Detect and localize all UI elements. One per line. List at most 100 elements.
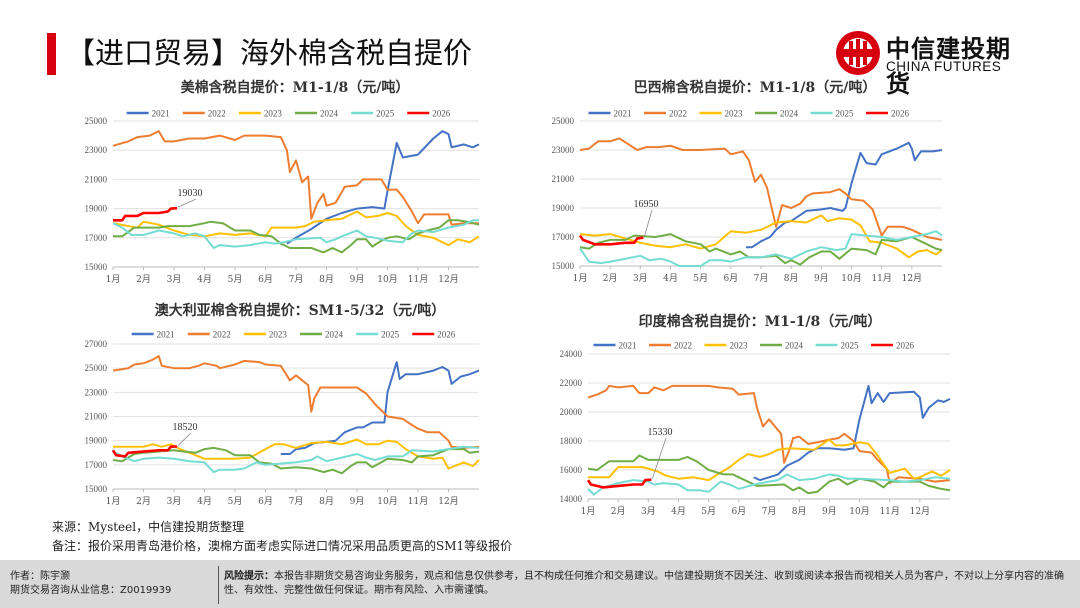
chart-1: 巴西棉含税自提价：M1-1/8（元/吨） 2021 2022 2023 2024 2025… bbox=[552, 79, 943, 284]
logo-text-en: CHINA FUTURES bbox=[886, 59, 1002, 74]
legend-label-2023: 2023 bbox=[729, 341, 748, 351]
license-number: 期货交易咨询从业信息：Z0019939 bbox=[10, 585, 172, 596]
citic-emblem-icon bbox=[836, 31, 880, 75]
annotation-label: 18520 bbox=[173, 422, 198, 433]
x-tick-label: 7月 bbox=[762, 506, 777, 517]
series-line-2023 bbox=[113, 438, 480, 470]
x-tick-label: 6月 bbox=[258, 274, 273, 285]
x-tick-label: 1月 bbox=[573, 273, 588, 284]
y-tick-label: 19000 bbox=[552, 203, 575, 213]
legend-label-2025: 2025 bbox=[381, 330, 400, 340]
annotation-label: 15330 bbox=[648, 427, 673, 438]
chart-0: 美棉含税自提价：M1-1/8（元/吨） 2021 2022 2023 2024 2025 2… bbox=[85, 79, 480, 285]
legend-label-2022: 2022 bbox=[674, 341, 692, 351]
legend-label-2024: 2024 bbox=[325, 330, 344, 340]
legend-label-2023: 2023 bbox=[724, 109, 743, 119]
series-line-2025 bbox=[579, 230, 943, 267]
series-line-2022 bbox=[587, 384, 951, 485]
legend-label-2026: 2026 bbox=[432, 109, 451, 119]
annotation-label: 16950 bbox=[634, 199, 659, 210]
y-tick-label: 25000 bbox=[85, 363, 108, 373]
x-tick-label: 9月 bbox=[822, 506, 837, 517]
charts-canvas: 美棉含税自提价：M1-1/8（元/吨） 2021 2022 2023 2024 2025 2… bbox=[85, 79, 951, 517]
x-tick-label: 11月 bbox=[408, 496, 428, 507]
legend-label-2026: 2026 bbox=[891, 109, 910, 119]
y-tick-label: 14000 bbox=[560, 494, 583, 504]
risk-label: 风险提示： bbox=[224, 571, 274, 582]
x-tick-label: 4月 bbox=[671, 506, 686, 517]
x-tick-label: 10月 bbox=[849, 506, 869, 517]
annotation-leader bbox=[177, 432, 192, 446]
x-tick-label: 1月 bbox=[106, 274, 121, 285]
x-tick-label: 10月 bbox=[377, 496, 397, 507]
y-tick-label: 20000 bbox=[560, 407, 583, 417]
x-tick-label: 9月 bbox=[350, 496, 365, 507]
x-tick-label: 9月 bbox=[350, 274, 365, 285]
source-note: 来源：Mysteel，中信建投期货整理 bbox=[52, 520, 245, 534]
series-line-2021 bbox=[753, 384, 951, 482]
annotation-leader bbox=[643, 209, 653, 237]
series-line-2023 bbox=[588, 438, 951, 482]
x-tick-label: 3月 bbox=[167, 274, 182, 285]
chart-title: 澳大利亚棉含税自提价：SM1-5/32（元/吨） bbox=[155, 302, 446, 319]
legend-label-2025: 2025 bbox=[836, 109, 855, 119]
series-line-2023 bbox=[112, 210, 480, 247]
y-tick-label: 19000 bbox=[85, 436, 108, 446]
y-tick-label: 25000 bbox=[552, 116, 575, 126]
series-line-2021 bbox=[745, 141, 943, 249]
legend-label-2023: 2023 bbox=[264, 109, 283, 119]
x-tick-label: 12月 bbox=[910, 506, 930, 517]
x-tick-label: 12月 bbox=[438, 274, 458, 285]
legend-label-2022: 2022 bbox=[213, 330, 231, 340]
logo-text-cn: 中信建投期货 bbox=[886, 34, 1011, 98]
series-line-2026 bbox=[578, 234, 644, 246]
chart-title: 巴西棉含税自提价：M1-1/8（元/吨） bbox=[634, 79, 877, 96]
series-line-2022 bbox=[112, 355, 480, 449]
risk-text: 本报告非期货交易咨询业务服务，观点和信息仅供参考，且不构成任何推介和交易建议。中… bbox=[224, 571, 1064, 596]
x-tick-label: 1月 bbox=[106, 496, 121, 507]
x-tick-label: 4月 bbox=[197, 496, 212, 507]
legend-label-2023: 2023 bbox=[269, 330, 288, 340]
legend-label-2021: 2021 bbox=[618, 341, 636, 351]
annotation-leader bbox=[177, 198, 197, 208]
x-tick-label: 2月 bbox=[611, 506, 626, 517]
x-tick-label: 12月 bbox=[438, 496, 458, 507]
x-tick-label: 3月 bbox=[641, 506, 656, 517]
x-tick-label: 4月 bbox=[663, 273, 678, 284]
x-tick-label: 2月 bbox=[136, 274, 151, 285]
annotation-leader bbox=[651, 437, 667, 479]
legend-label-2024: 2024 bbox=[785, 341, 804, 351]
x-tick-label: 8月 bbox=[319, 274, 334, 285]
legend-label-2022: 2022 bbox=[208, 109, 226, 119]
chart-title: 美棉含税自提价：M1-1/8（元/吨） bbox=[181, 79, 410, 96]
legend-label-2021: 2021 bbox=[152, 109, 170, 119]
series-line-2022 bbox=[579, 137, 943, 241]
chart-2: 澳大利亚棉含税自提价：SM1-5/32（元/吨） 2021 2022 2023 2024… bbox=[85, 302, 480, 507]
x-tick-label: 11月 bbox=[879, 506, 899, 517]
legend-label-2021: 2021 bbox=[157, 330, 175, 340]
footer: 作者：陈宇灏 期货交易咨询从业信息：Z0019939 风险提示：本报告非期货交易… bbox=[0, 560, 1080, 608]
x-tick-label: 4月 bbox=[197, 274, 212, 285]
x-tick-label: 2月 bbox=[136, 496, 151, 507]
x-tick-label: 5月 bbox=[693, 273, 708, 284]
legend-label-2024: 2024 bbox=[780, 109, 799, 119]
y-tick-label: 24000 bbox=[560, 349, 583, 359]
y-tick-label: 15000 bbox=[552, 261, 575, 271]
x-tick-label: 11月 bbox=[408, 274, 428, 285]
china-futures-logo: 中信建投期货 CHINA FUTURES bbox=[834, 29, 1034, 98]
series-line-2024 bbox=[587, 454, 951, 495]
x-tick-label: 5月 bbox=[701, 506, 716, 517]
title-accent-bar bbox=[47, 33, 56, 75]
series-line-2026 bbox=[111, 445, 178, 458]
series-line-2025 bbox=[112, 219, 479, 249]
risk-disclaimer: 风险提示：本报告非期货交易咨询业务服务，观点和信息仅供参考，且不构成任何推介和交… bbox=[224, 570, 1064, 598]
x-tick-label: 9月 bbox=[814, 273, 829, 284]
x-tick-label: 10月 bbox=[377, 274, 397, 285]
y-tick-label: 17000 bbox=[552, 232, 575, 242]
x-tick-label: 6月 bbox=[723, 273, 738, 284]
y-tick-label: 27000 bbox=[85, 339, 108, 349]
page-title: 【进口贸易】海外棉含税自提价 bbox=[66, 36, 473, 70]
y-tick-label: 19000 bbox=[85, 204, 108, 214]
legend-label-2026: 2026 bbox=[437, 330, 456, 340]
y-tick-label: 16000 bbox=[560, 465, 583, 475]
